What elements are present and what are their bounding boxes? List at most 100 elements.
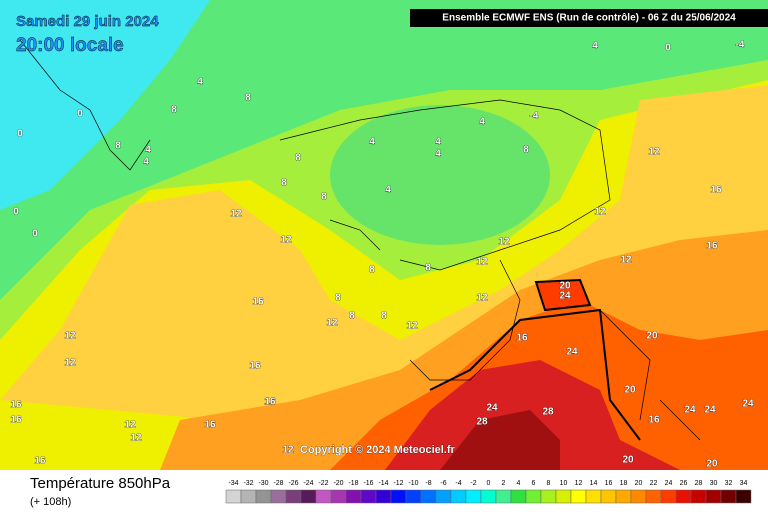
contour-label: 20	[706, 459, 718, 470]
contour-label: 16	[252, 297, 264, 308]
map-fields	[0, 0, 768, 470]
colorbar-swatch	[570, 489, 587, 504]
colorbar-label: 12	[575, 480, 583, 487]
colorbar-swatch	[390, 489, 407, 504]
contour-label: 0	[77, 109, 83, 120]
colorbar-swatch	[255, 489, 272, 504]
contour-label: 0	[32, 229, 38, 240]
contour-label: 4	[592, 41, 598, 52]
contour-label: 16	[710, 185, 722, 196]
colorbar-swatch	[480, 489, 497, 504]
colorbar-label: 14	[590, 480, 598, 487]
contour-label: 28	[476, 417, 488, 428]
contour-label: 12	[64, 331, 76, 342]
colorbar-swatch	[300, 489, 317, 504]
colorbar-label: -6	[440, 480, 446, 487]
contour-label: 16	[10, 415, 22, 426]
contour-label: 12	[64, 358, 76, 369]
contour-label: 12	[648, 147, 660, 158]
contour-label: 24	[704, 405, 716, 416]
contour-label: 16	[204, 420, 216, 431]
header-bar	[410, 9, 768, 27]
contour-label: 20	[646, 331, 658, 342]
contour-label: 8	[171, 105, 177, 116]
model-run: Ensemble ECMWF ENS (Run de contrôle) - 0…	[442, 13, 736, 24]
colorbar-label: -24	[303, 480, 313, 487]
colorbar-swatch	[690, 489, 707, 504]
colorbar-label: -20	[333, 480, 343, 487]
contour-label: 16	[264, 397, 276, 408]
colorbar-label: 0	[487, 480, 491, 487]
colorbar-swatch	[285, 489, 302, 504]
colorbar-label: 4	[517, 480, 521, 487]
colorbar-label: -14	[378, 480, 388, 487]
colorbar-swatch	[360, 489, 377, 504]
contour-label: 16	[516, 333, 528, 344]
contour-label: -4	[736, 40, 745, 51]
colorbar-swatch	[330, 489, 347, 504]
contour-label: 8	[425, 263, 431, 274]
colorbar-label: -26	[288, 480, 298, 487]
contour-label: 8	[335, 293, 341, 304]
contour-label: 24	[742, 399, 754, 410]
contour-label: 4	[435, 149, 441, 160]
copyright: Copyright © 2024 Meteociel.fr	[300, 444, 456, 456]
colorbar-label: 24	[665, 480, 673, 487]
colorbar-swatch	[510, 489, 527, 504]
contour-label: 20	[559, 281, 571, 292]
contour-label: 12	[498, 237, 510, 248]
lead-time: (+ 108h)	[30, 496, 71, 508]
contour-label: 4	[143, 157, 149, 168]
colorbar-swatch	[375, 489, 392, 504]
colorbar-label: -2	[470, 480, 476, 487]
contour-label: 12	[280, 235, 292, 246]
colorbar-swatch	[240, 489, 257, 504]
colorbar-swatch	[555, 489, 572, 504]
colorbar-label: -18	[348, 480, 358, 487]
contour-label: 20	[624, 385, 636, 396]
contour-label: 28	[542, 407, 554, 418]
contour-label: 8	[321, 192, 327, 203]
colorbar-label: -10	[408, 480, 418, 487]
colorbar-label: 8	[547, 480, 551, 487]
legend-title: Température 850hPa	[30, 475, 171, 492]
contour-label: 8	[295, 153, 301, 164]
colorbar-label: 26	[680, 480, 688, 487]
contour-label: 4	[479, 117, 485, 128]
contour-label: 12	[282, 445, 294, 456]
contour-label: 8	[369, 265, 375, 276]
colorbar-swatch	[525, 489, 542, 504]
colorbar-label: 6	[532, 480, 536, 487]
colorbar-label: -8	[425, 480, 431, 487]
colorbar-label: -32	[243, 480, 253, 487]
colorbar-label: 28	[695, 480, 703, 487]
colorbar-swatch	[420, 489, 437, 504]
colorbar-label: 16	[605, 480, 613, 487]
contour-label: 8	[281, 178, 287, 189]
contour-label: 8	[349, 311, 355, 322]
contour-label: 8	[523, 145, 529, 156]
colorbar-label: 30	[710, 480, 718, 487]
contour-label: 12	[130, 433, 142, 444]
contour-label: 12	[124, 420, 136, 431]
colorbar-label: 10	[560, 480, 568, 487]
colorbar-swatch	[465, 489, 482, 504]
colorbar-label: -12	[393, 480, 403, 487]
colorbar-label: 20	[635, 480, 643, 487]
contour-label: 12	[406, 321, 418, 332]
colorbar-swatch	[645, 489, 662, 504]
contour-label: 12	[326, 318, 338, 329]
colorbar-swatch	[600, 489, 617, 504]
contour-label: 8	[245, 93, 251, 104]
contour-label: 24	[684, 405, 696, 416]
colorbar-label: 32	[725, 480, 733, 487]
contour-label: 16	[249, 361, 261, 372]
contour-label: 24	[566, 347, 578, 358]
contour-label: 16	[706, 241, 718, 252]
contour-label: 12	[620, 255, 632, 266]
colorbar-label: -34	[228, 480, 238, 487]
colorbar-swatch	[345, 489, 362, 504]
colorbar-swatch	[225, 489, 242, 504]
contour-label: 12	[594, 207, 606, 218]
